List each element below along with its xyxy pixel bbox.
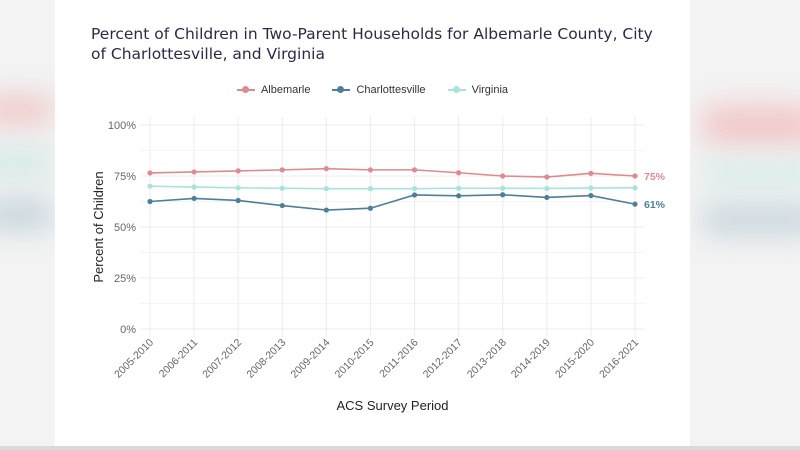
x-tick-label: 2005-2010 bbox=[112, 337, 156, 381]
data-point-charlottesville bbox=[411, 192, 418, 198]
data-point-charlottesville bbox=[544, 194, 550, 201]
data-point-charlottesville bbox=[191, 195, 197, 202]
x-axis-label: ACS Survey Period bbox=[337, 398, 449, 413]
data-point-albemarle bbox=[632, 173, 638, 179]
data-point-virginia bbox=[500, 185, 506, 191]
data-point-charlottesville bbox=[588, 192, 594, 199]
data-point-charlottesville bbox=[323, 207, 329, 213]
legend-key-charlottesville bbox=[332, 85, 351, 95]
data-point-albemarle bbox=[279, 167, 285, 173]
data-point-albemarle bbox=[323, 166, 329, 172]
data-point-virginia bbox=[367, 186, 374, 192]
data-point-virginia bbox=[632, 185, 638, 191]
data-point-virginia bbox=[544, 185, 550, 192]
x-tick-label: 2009-2014 bbox=[288, 337, 332, 381]
data-point-virginia bbox=[147, 183, 153, 189]
series-line-albemarle bbox=[149, 167, 636, 178]
x-tick-label: 2010-2015 bbox=[333, 337, 377, 381]
data-point-albemarle bbox=[456, 170, 462, 176]
data-point-albemarle bbox=[235, 168, 241, 174]
legend-key-virginia bbox=[447, 85, 466, 95]
data-point-charlottesville bbox=[632, 201, 638, 207]
x-tick-label: 2007-2012 bbox=[200, 337, 244, 381]
legend-label-charlottesville: Charlottesville bbox=[356, 84, 426, 96]
data-point-charlottesville bbox=[147, 198, 153, 205]
legend-item-albemarle: Albemarle bbox=[236, 84, 311, 96]
y-axis-label: Percent of Children bbox=[91, 171, 106, 282]
x-tick-label: 2015-2020 bbox=[553, 337, 597, 381]
data-point-virginia bbox=[411, 186, 418, 192]
data-point-charlottesville bbox=[456, 193, 462, 199]
legend-item-charlottesville: Charlottesville bbox=[332, 84, 426, 96]
legend-item-virginia: Virginia bbox=[447, 84, 509, 96]
chart-title: Percent of Children in Two-Parent Househ… bbox=[91, 25, 653, 63]
background-blur-left-low bbox=[0, 200, 55, 230]
data-point-albemarle bbox=[147, 170, 153, 176]
data-point-albemarle bbox=[191, 169, 197, 175]
legend-key-albemarle bbox=[236, 85, 255, 95]
x-tick-label: 2013-2018 bbox=[465, 337, 509, 381]
chart-card: Percent of Children in Two-Parent Househ… bbox=[55, 0, 690, 450]
data-point-albemarle bbox=[544, 174, 550, 180]
bottom-progress-bar bbox=[0, 446, 800, 450]
x-tick-label: 2006-2011 bbox=[157, 337, 201, 381]
x-tick-label: 2008-2013 bbox=[244, 337, 288, 381]
data-point-albemarle bbox=[500, 173, 506, 179]
x-tick-label: 2014-2019 bbox=[509, 337, 553, 381]
background-blur-right-mid bbox=[700, 160, 800, 185]
data-point-charlottesville bbox=[235, 197, 241, 204]
y-tick-label: 75% bbox=[114, 171, 136, 183]
end-label-charlottesville: 61% bbox=[644, 199, 666, 211]
data-point-albemarle bbox=[367, 167, 374, 173]
x-tick-label: 2011-2016 bbox=[377, 337, 421, 381]
x-tick-label: 2016-2021 bbox=[597, 337, 641, 381]
series-line-virginia bbox=[149, 185, 636, 190]
legend-label-albemarle: Albemarle bbox=[260, 84, 311, 96]
y-tick-label: 25% bbox=[114, 273, 136, 285]
data-point-virginia bbox=[323, 186, 329, 192]
end-label-albemarle: 75% bbox=[644, 171, 666, 183]
data-point-virginia bbox=[279, 185, 285, 191]
data-point-virginia bbox=[588, 185, 594, 191]
line-chart: 0% 25% 50% 75% 100% 2005-2010 2006-2011 2007-20… bbox=[91, 117, 666, 413]
y-tick-label: 0% bbox=[120, 324, 136, 336]
background-blur-left-mid bbox=[0, 150, 55, 175]
background-blur-right-low bbox=[700, 205, 800, 235]
data-point-virginia bbox=[235, 185, 241, 191]
data-point-albemarle bbox=[588, 170, 594, 176]
data-point-virginia bbox=[456, 185, 462, 191]
data-point-charlottesville bbox=[500, 192, 506, 198]
y-tick-label: 100% bbox=[108, 120, 136, 132]
y-tick-label: 50% bbox=[114, 222, 136, 234]
data-point-charlottesville bbox=[367, 205, 374, 211]
series-line-charlottesville bbox=[149, 193, 636, 211]
background-blur-left-top bbox=[0, 95, 55, 125]
background-blur-right-top bbox=[700, 105, 800, 145]
data-point-virginia bbox=[191, 184, 197, 190]
chart-legend: Albemarle Charlottesville Virginia bbox=[55, 84, 690, 96]
x-tick-label: 2012-2017 bbox=[421, 337, 465, 381]
legend-label-virginia: Virginia bbox=[471, 84, 509, 96]
data-point-charlottesville bbox=[279, 202, 285, 209]
data-point-albemarle bbox=[411, 167, 418, 173]
